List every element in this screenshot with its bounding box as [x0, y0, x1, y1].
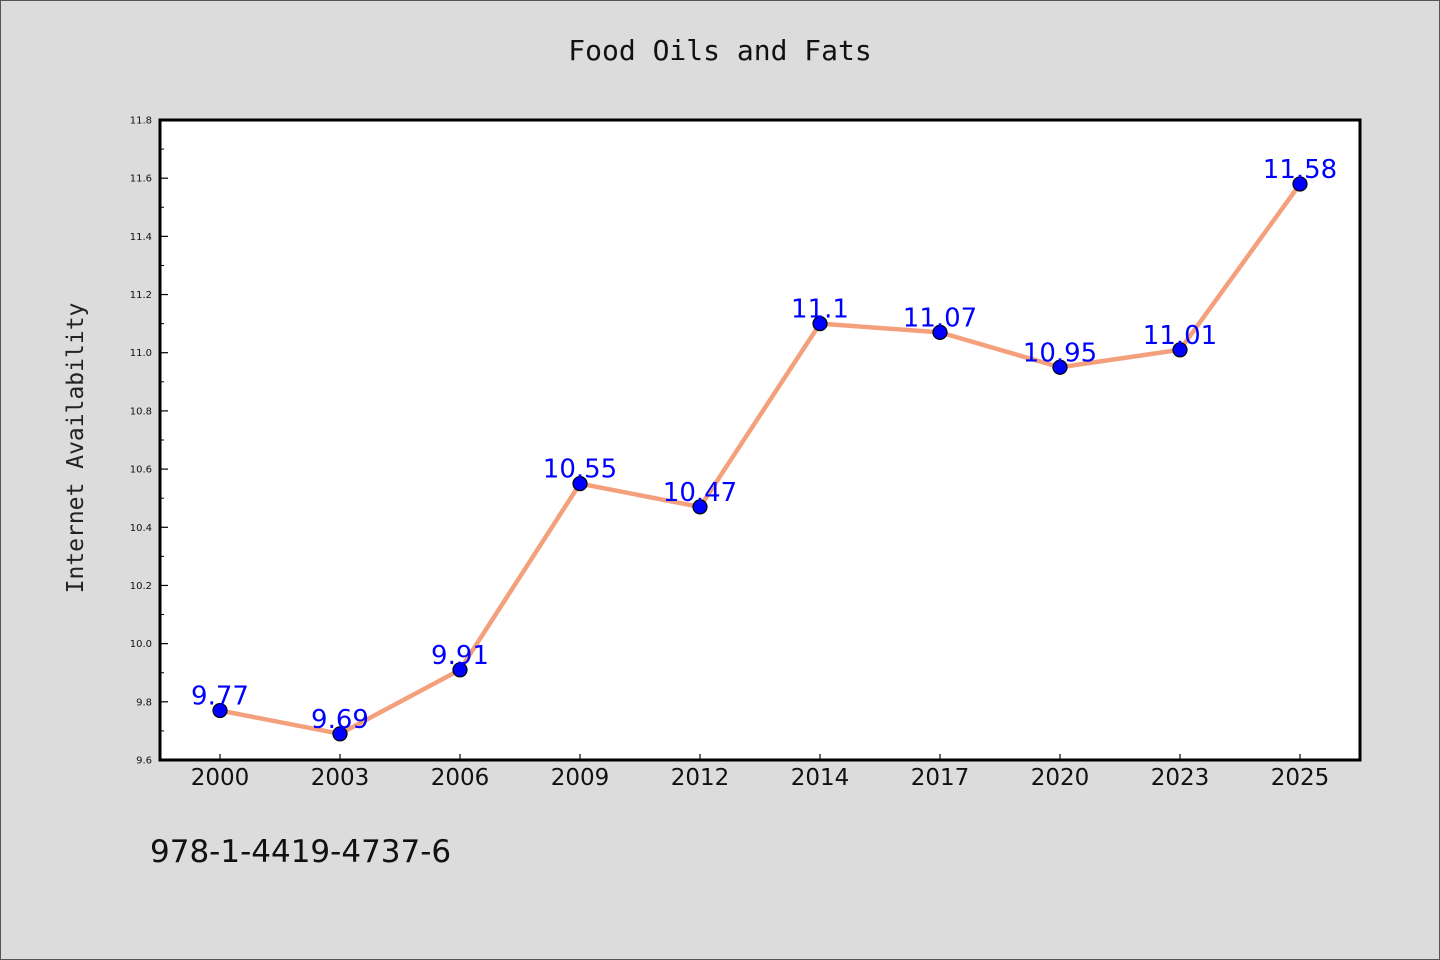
- y-tick-label: 10.8: [130, 406, 152, 417]
- data-point: [332, 726, 348, 742]
- y-tick-label: 10.4: [130, 523, 152, 534]
- x-tick-label: 2014: [791, 765, 850, 791]
- data-point: [812, 316, 828, 332]
- data-point: [452, 662, 468, 678]
- data-label: 11.58: [1263, 155, 1337, 185]
- data-point: [1292, 176, 1308, 192]
- data-label: 11.1: [791, 295, 849, 325]
- y-tick-label: 11.4: [130, 232, 152, 243]
- y-tick-label: 11.2: [130, 290, 152, 301]
- data-label: 10.95: [1023, 338, 1097, 368]
- x-tick-label: 2009: [551, 765, 610, 791]
- data-label: 9.69: [311, 705, 369, 735]
- data-label: 9.77: [191, 682, 249, 712]
- isbn-text: 978-1-4419-4737-6: [150, 834, 452, 870]
- y-tick-label: 11.8: [130, 116, 152, 127]
- data-label: 9.91: [431, 641, 489, 671]
- data-point: [692, 499, 708, 515]
- data-point: [1172, 342, 1188, 358]
- series-line: [217, 181, 1303, 737]
- y-tick-label: 9.6: [136, 756, 152, 767]
- data-point: [212, 702, 228, 719]
- data-label: 11.07: [903, 303, 977, 333]
- x-tick-label: 2025: [1271, 765, 1330, 791]
- x-axis: 2000 2003 2006 2009 2012 2014 2017 2020 2023 2025: [191, 754, 1330, 791]
- y-tick-label: 10.0: [130, 639, 152, 650]
- y-tick-label: 10.2: [130, 581, 152, 592]
- data-point: [1052, 359, 1068, 375]
- data-label: 10.55: [543, 455, 617, 485]
- plot-area: [158, 118, 1362, 762]
- x-tick-label: 2017: [911, 765, 970, 791]
- x-tick-label: 2023: [1151, 765, 1210, 791]
- data-label: 11.01: [1143, 321, 1217, 351]
- x-tick-label: 2000: [191, 765, 250, 791]
- y-tick-label: 9.8: [136, 697, 152, 708]
- data-point: [572, 476, 588, 492]
- y-tick-label: 11.0: [130, 348, 152, 359]
- x-tick-label: 2006: [431, 765, 490, 791]
- y-tick-label: 10.6: [130, 465, 152, 476]
- x-tick-label: 2020: [1031, 765, 1090, 791]
- y-axis: 9.6 9.8 10.0 10.2 10.4 10.6 10.8 11.0 11.2 11.4 11…: [130, 116, 168, 767]
- chart-title: Food Oils and Fats: [568, 34, 872, 67]
- data-point: [932, 324, 948, 340]
- x-tick-label: 2012: [671, 765, 730, 791]
- x-tick-label: 2003: [311, 765, 370, 791]
- series-group: 9.77 9.69 9.91 10.55 10.47 11.1 11.07 10.95 11.0…: [191, 155, 1337, 742]
- data-label: 10.47: [663, 478, 737, 508]
- y-tick-label: 11.6: [130, 174, 152, 185]
